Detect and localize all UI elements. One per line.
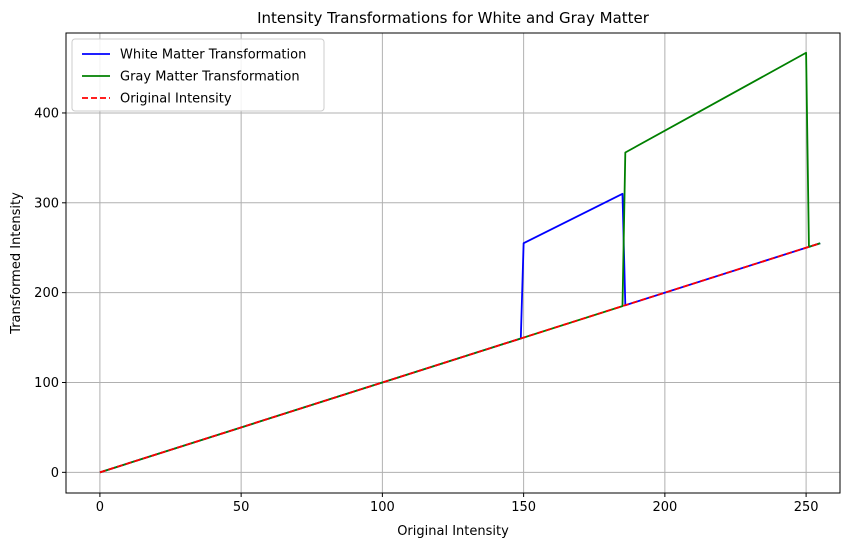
y-tick-label: 200 — [34, 286, 59, 301]
series-group — [99, 51, 821, 474]
y-tick-label: 400 — [34, 106, 59, 121]
y-tick-label: 0 — [51, 466, 59, 481]
legend-label-white-matter-transformation: White Matter Transformation — [120, 48, 306, 63]
y-tick-label: 100 — [34, 376, 59, 391]
x-tick-label: 250 — [794, 500, 819, 515]
x-tick-label: 150 — [511, 500, 536, 515]
x-tick-label: 200 — [652, 500, 677, 515]
plot-frame — [65, 32, 841, 494]
y-axis-label: Transformed Intensity — [9, 192, 24, 335]
series-line-white-matter-transformation — [99, 192, 821, 474]
chart-title: Intensity Transformations for White and … — [257, 9, 650, 27]
legend-label-original-intensity: Original Intensity — [120, 92, 232, 107]
x-axis-label: Original Intensity — [397, 524, 509, 539]
ticks: 0 50 100 150 200 250 0 100 200 300 400 — [34, 106, 818, 515]
x-tick-label: 50 — [233, 500, 250, 515]
legend: White Matter Transformation Gray Matter T… — [71, 38, 325, 112]
x-tick-label: 0 — [96, 500, 104, 515]
legend-box — [71, 38, 325, 112]
legend-label-gray-matter-transformation: Gray Matter Transformation — [120, 70, 300, 85]
y-tick-label: 300 — [34, 196, 59, 211]
series-line-gray-matter-transformation — [99, 51, 821, 474]
x-tick-label: 100 — [370, 500, 395, 515]
